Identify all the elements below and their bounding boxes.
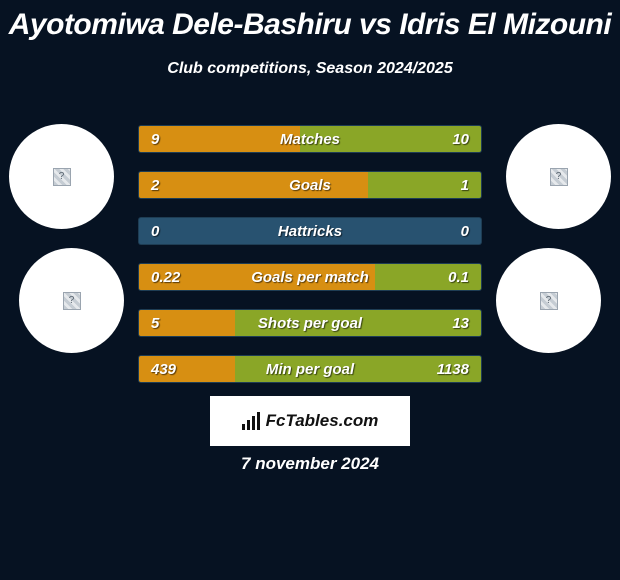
stat-value-right: 0: [461, 218, 469, 244]
stat-bar-left-fill: [139, 172, 368, 198]
stat-bar-left-fill: [139, 126, 300, 152]
stat-bar-left-fill: [139, 356, 235, 382]
stat-bar: 4391138Min per goal: [138, 355, 482, 383]
stat-bar-right-fill: [375, 264, 481, 290]
stat-bar-left-fill: [139, 264, 375, 290]
stat-label: Hattricks: [139, 218, 481, 244]
image-placeholder-icon: [550, 168, 568, 186]
page-subtitle: Club competitions, Season 2024/2025: [0, 60, 620, 78]
branding-badge: FcTables.com: [210, 396, 410, 446]
player1-avatar: [9, 124, 114, 229]
stat-bar-right-fill: [300, 126, 481, 152]
player2-avatar: [506, 124, 611, 229]
stats-bars: 910Matches 21Goals 0 0Hattricks 0.220.1Goals…: [138, 125, 482, 401]
player1-club-avatar: [19, 248, 124, 353]
image-placeholder-icon: [540, 292, 558, 310]
stat-bar-right-fill: [235, 356, 481, 382]
stat-value-left: 0: [151, 218, 159, 244]
stat-bar-left-fill: [139, 310, 235, 336]
stat-bar: 0 0Hattricks: [138, 217, 482, 245]
stat-bar: 910Matches: [138, 125, 482, 153]
stat-bar: 21Goals: [138, 171, 482, 199]
stat-bar-right-fill: [368, 172, 481, 198]
image-placeholder-icon: [53, 168, 71, 186]
player2-club-avatar: [496, 248, 601, 353]
page-title: Ayotomiwa Dele-Bashiru vs Idris El Mizou…: [0, 0, 620, 42]
stat-bar-right-fill: [235, 310, 481, 336]
image-placeholder-icon: [63, 292, 81, 310]
stat-bar: 0.220.1Goals per match: [138, 263, 482, 291]
branding-text: FcTables.com: [266, 411, 379, 431]
chart-bars-icon: [242, 412, 260, 430]
date-label: 7 november 2024: [0, 454, 620, 474]
stat-bar: 513Shots per goal: [138, 309, 482, 337]
